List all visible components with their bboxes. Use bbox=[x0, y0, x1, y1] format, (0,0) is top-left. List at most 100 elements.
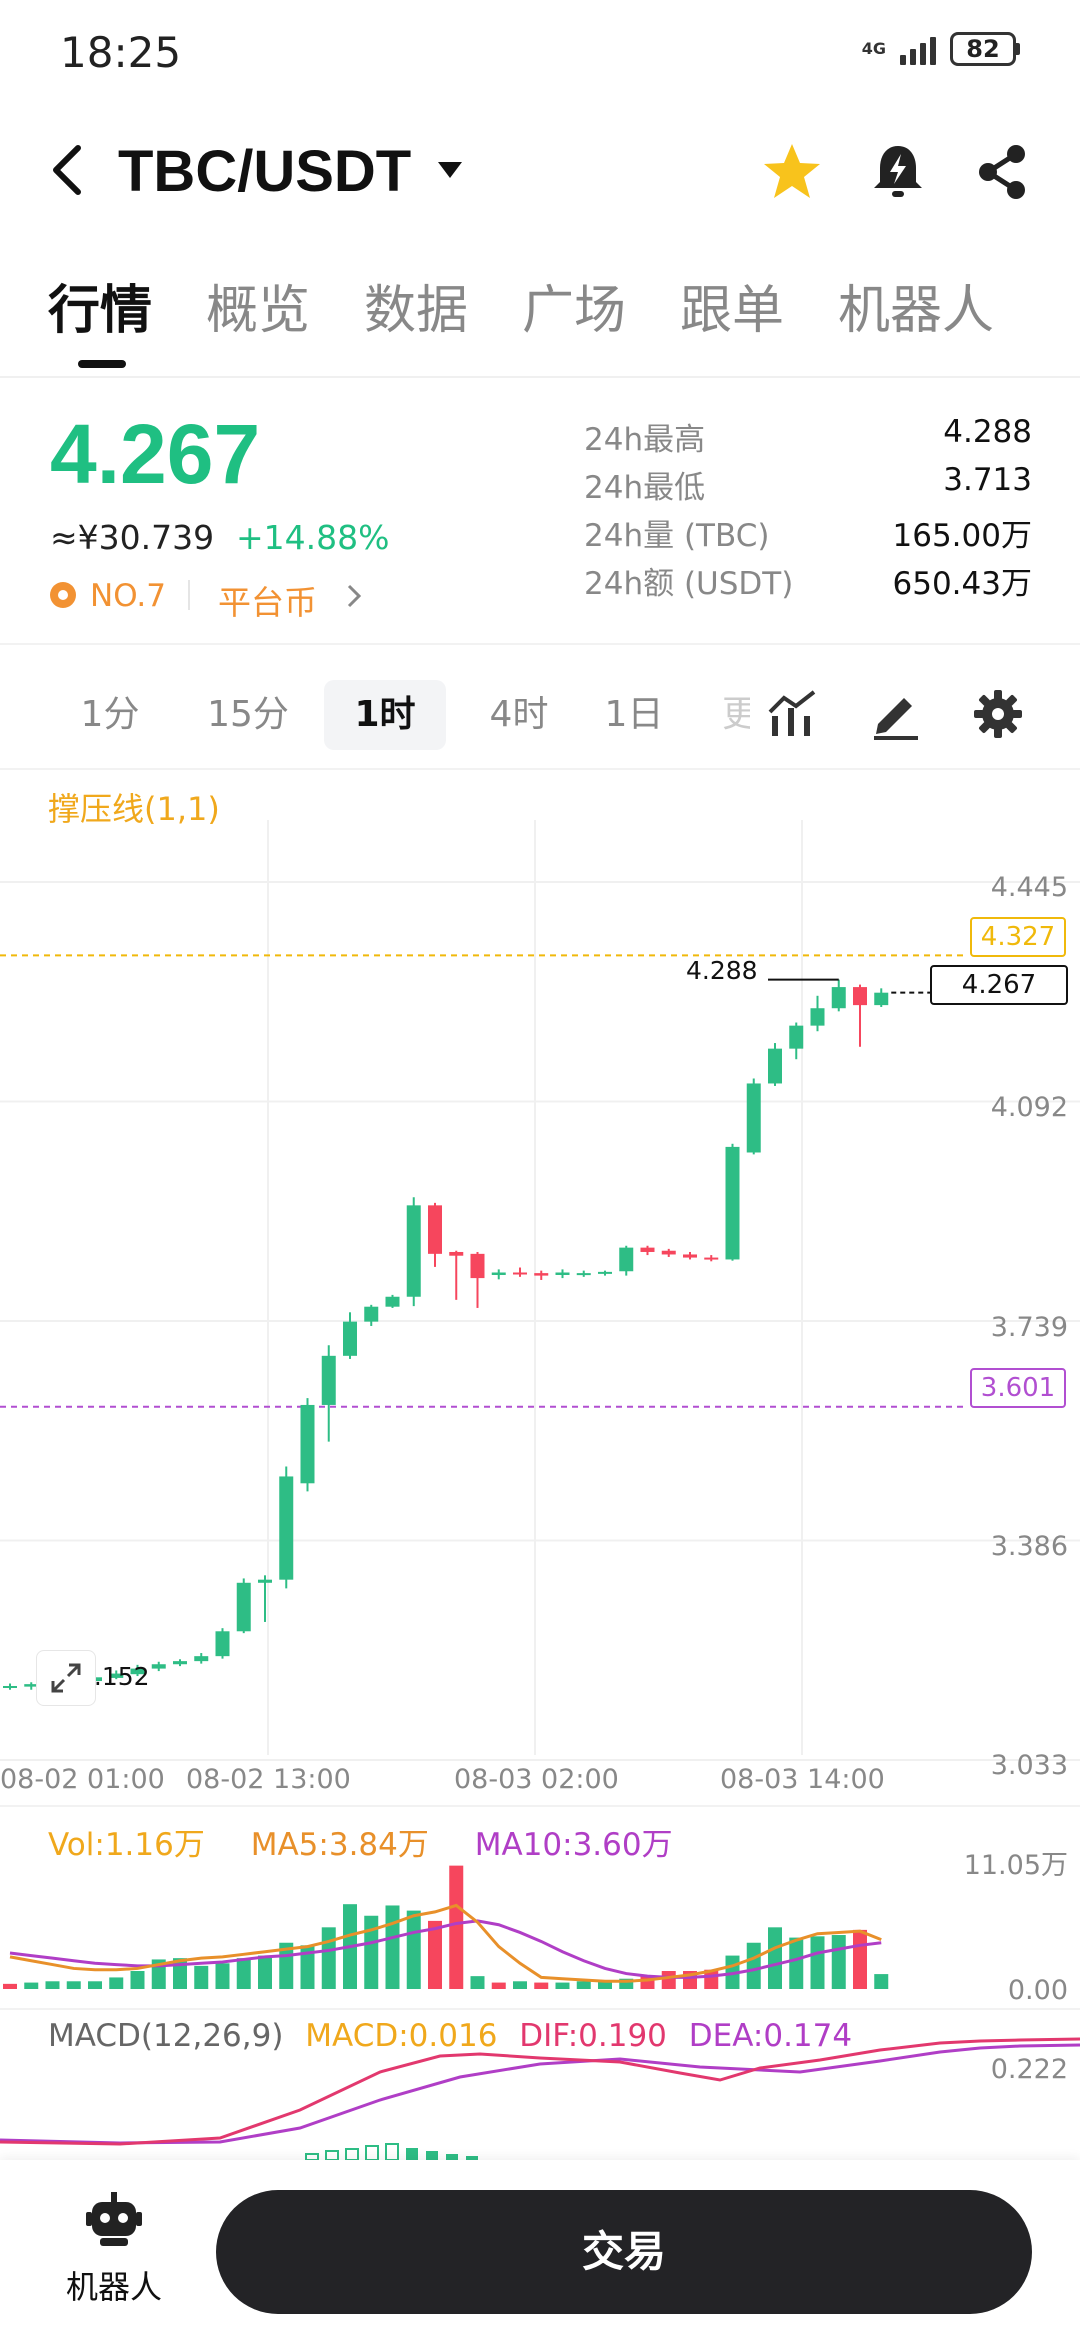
volume-bar bbox=[385, 1905, 400, 1989]
macd-value: MACD:0.016 bbox=[305, 2018, 498, 2054]
candle-body bbox=[151, 1664, 166, 1669]
rank-badge: NO.7 bbox=[90, 578, 166, 614]
candle-body bbox=[640, 1247, 655, 1252]
dif-line bbox=[0, 2037, 1080, 2146]
volume-bar bbox=[300, 1945, 315, 1989]
interval-4h[interactable]: 4时 bbox=[489, 694, 549, 735]
category-link[interactable]: 平台币 bbox=[218, 583, 317, 622]
tab-data[interactable]: 数据 bbox=[364, 281, 469, 341]
dea-value: DEA:0.174 bbox=[688, 2018, 853, 2054]
volume-bar bbox=[364, 1915, 379, 1989]
candle-body bbox=[725, 1146, 740, 1260]
time-axis-label: 08-03 14:00 bbox=[720, 1764, 885, 1795]
stat-value: 3.713 bbox=[943, 462, 1032, 498]
interval-1m[interactable]: 1分 bbox=[80, 694, 140, 735]
volume-bar bbox=[215, 1963, 230, 1989]
candlestick-chart[interactable]: 撑压线(1,1) 4.445 4.092 3.739 3.386 3.033 4… bbox=[0, 770, 1080, 1805]
favorite-star-icon[interactable] bbox=[760, 140, 824, 204]
macd-svg bbox=[0, 2037, 1080, 2160]
volume-axis-top: 11.05万 bbox=[963, 1850, 1068, 1881]
candle-body bbox=[385, 1296, 400, 1307]
active-tab-indicator bbox=[78, 360, 126, 368]
pair-dropdown-icon[interactable] bbox=[436, 160, 464, 180]
volume-bar bbox=[746, 1942, 761, 1989]
stat-label: 24h最高 bbox=[584, 422, 706, 458]
price-alert-icon[interactable] bbox=[866, 140, 930, 204]
candle-body bbox=[746, 1083, 761, 1153]
high-marker: 4.288 bbox=[686, 956, 758, 985]
stat-label: 24h额 (USDT) bbox=[584, 566, 794, 602]
draw-tool-icon[interactable] bbox=[868, 686, 924, 742]
tab-market[interactable]: 行情 bbox=[48, 281, 153, 341]
ticker-summary: 4.267 ≈¥30.739 +14.88% NO.7 平台币 24h最高 4.… bbox=[0, 400, 1080, 645]
candle-body bbox=[874, 992, 889, 1006]
volume-svg bbox=[3, 1865, 889, 1989]
volume-panel: Vol:1.16万 MA5:3.84万 MA10:3.60万 11.05万 0.… bbox=[0, 1805, 1080, 2006]
dea-line bbox=[0, 2043, 1080, 2145]
price-axis-label: 3.739 bbox=[990, 1312, 1068, 1343]
network-type: 4G bbox=[861, 39, 886, 58]
bots-button[interactable]: 机器人 bbox=[44, 2190, 184, 2320]
tab-overview[interactable]: 概览 bbox=[206, 281, 311, 341]
volume-bar bbox=[555, 1982, 570, 1989]
bots-label: 机器人 bbox=[65, 2268, 162, 2306]
divider bbox=[188, 580, 190, 610]
candle-body bbox=[343, 1321, 357, 1356]
candle-body bbox=[109, 1673, 124, 1678]
candle-body bbox=[236, 1582, 251, 1632]
dif-value: DIF:0.190 bbox=[519, 2018, 667, 2054]
trade-button[interactable]: 交易 bbox=[216, 2190, 1032, 2314]
candle-body bbox=[619, 1247, 634, 1272]
status-icons: 4G 82 bbox=[862, 32, 1020, 66]
share-icon[interactable] bbox=[970, 140, 1034, 204]
settings-gear-icon[interactable] bbox=[970, 686, 1026, 742]
volume-bar bbox=[406, 1910, 421, 1989]
price-axis-label: 4.092 bbox=[990, 1092, 1068, 1123]
current-price-tag: 4.267 bbox=[930, 965, 1068, 1005]
stat-label: 24h量 (TBC) bbox=[584, 518, 770, 554]
cny-price: ≈¥30.739 bbox=[50, 518, 215, 557]
time-axis-label: 08-02 13:00 bbox=[186, 1764, 351, 1795]
volume-bar bbox=[619, 1978, 634, 1989]
volume-bar bbox=[130, 1971, 145, 1989]
fullscreen-button[interactable] bbox=[36, 1650, 96, 1706]
volume-bar bbox=[768, 1927, 782, 1989]
candle-body bbox=[598, 1271, 612, 1274]
candle-body bbox=[321, 1355, 336, 1405]
volume-bar bbox=[470, 1976, 485, 1989]
expand-icon bbox=[51, 1663, 81, 1693]
interval-more[interactable]: 更 bbox=[722, 694, 750, 735]
macd-legend: MACD(12,26,9) MACD:0.016 DIF:0.190 DEA:0… bbox=[48, 2018, 852, 2054]
price-axis-label: 3.386 bbox=[990, 1531, 1068, 1562]
candle-body bbox=[173, 1661, 187, 1665]
volume-bar bbox=[194, 1965, 209, 1989]
interval-1h[interactable]: 1时 bbox=[324, 680, 446, 750]
volume-bar bbox=[810, 1936, 825, 1989]
price-axis-label: 4.445 bbox=[990, 872, 1068, 903]
candle-body bbox=[279, 1476, 294, 1580]
interval-15m[interactable]: 15分 bbox=[207, 694, 289, 735]
back-icon[interactable] bbox=[48, 140, 88, 200]
volume-bar bbox=[491, 1982, 506, 1989]
volume-bar bbox=[831, 1935, 846, 1989]
volume-bar bbox=[3, 1983, 17, 1989]
volume-bar bbox=[449, 1865, 464, 1989]
chevron-right-icon[interactable] bbox=[344, 582, 364, 610]
battery-level: 82 bbox=[950, 32, 1016, 66]
candle-body bbox=[215, 1631, 230, 1657]
volume-bar bbox=[24, 1982, 39, 1989]
tab-copy-trading[interactable]: 跟单 bbox=[680, 281, 785, 341]
tab-square[interactable]: 广场 bbox=[522, 281, 627, 341]
indicator-icon[interactable] bbox=[764, 686, 820, 742]
price-axis-label: 3.033 bbox=[990, 1750, 1068, 1781]
interval-1d[interactable]: 1日 bbox=[604, 694, 664, 735]
candle-body bbox=[491, 1272, 506, 1275]
robot-icon bbox=[86, 2192, 142, 2246]
tab-bots[interactable]: 机器人 bbox=[838, 281, 995, 341]
candle-body bbox=[789, 1025, 804, 1049]
candle-body bbox=[24, 1684, 39, 1687]
volume-bar bbox=[576, 1981, 591, 1989]
support-tag: 3.601 bbox=[970, 1368, 1066, 1408]
volume-bar bbox=[109, 1977, 124, 1989]
pair-title[interactable]: TBC/USDT bbox=[118, 139, 412, 204]
